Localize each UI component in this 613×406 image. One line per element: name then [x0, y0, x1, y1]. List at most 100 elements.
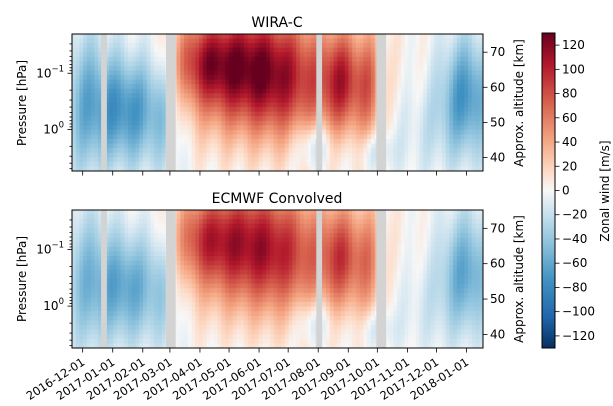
heatmap-cell: [460, 143, 465, 149]
heatmap-cell: [471, 93, 477, 99]
heatmap-cell: [128, 125, 133, 131]
heatmap-cell: [191, 302, 196, 308]
heatmap-cell: [281, 107, 286, 113]
heatmap-cell: [120, 283, 125, 289]
heatmap-cell: [213, 47, 219, 53]
heatmap-cell: [262, 256, 267, 262]
heatmap-cell: [438, 157, 443, 163]
heatmap-cell: [251, 283, 256, 289]
heatmap-cell: [86, 56, 92, 62]
heatmap-cell: [419, 161, 424, 168]
heatmap-cell: [307, 75, 312, 81]
heatmap-cell: [337, 102, 342, 108]
heatmap-cell: [292, 61, 297, 67]
heatmap-cell: [75, 265, 81, 271]
heatmap-cell: [154, 274, 159, 280]
heatmap-cell: [415, 120, 421, 126]
heatmap-cell: [195, 219, 200, 225]
heatmap-cell: [94, 75, 99, 81]
heatmap-cell: [79, 334, 84, 340]
heatmap-cell: [303, 157, 308, 163]
heatmap-cell: [142, 125, 148, 131]
heatmap-cell: [228, 242, 234, 248]
heatmap-cell: [255, 269, 260, 275]
heatmap-cell: [202, 283, 208, 289]
heatmap-cell: [184, 334, 189, 340]
heatmap-cell: [479, 97, 483, 104]
heatmap-cell: [445, 166, 450, 171]
heatmap-cell: [266, 166, 271, 171]
heatmap-cell: [270, 157, 275, 163]
heatmap-cell: [135, 223, 140, 229]
heatmap-cell: [161, 97, 167, 104]
heatmap-cell: [120, 129, 125, 136]
heatmap-cell: [266, 107, 271, 113]
heatmap-cell: [341, 88, 346, 94]
heatmap-cell: [273, 283, 279, 289]
heatmap-cell: [311, 166, 316, 171]
heatmap-cell: [449, 166, 454, 171]
heatmap-cell: [292, 161, 297, 168]
heatmap-cell: [180, 111, 185, 117]
heatmap-cell: [258, 152, 264, 158]
heatmap-cell: [273, 139, 279, 145]
heatmap-cell: [135, 38, 140, 44]
heatmap-cell: [337, 52, 342, 58]
heatmap-cell: [221, 242, 226, 248]
heatmap-cell: [83, 315, 88, 321]
heatmap-cell: [124, 311, 129, 317]
heatmap-cell: [210, 343, 215, 348]
heatmap-cell: [157, 56, 163, 62]
heatmap-cell: [270, 56, 275, 62]
heatmap-cell: [98, 70, 103, 76]
heatmap-cell: [423, 38, 428, 44]
heatmap-cell: [195, 292, 200, 298]
heatmap-cell: [243, 79, 249, 85]
heatmap-cell: [154, 102, 159, 108]
heatmap-cell: [131, 129, 137, 136]
heatmap-cell: [247, 251, 252, 257]
heatmap-cell: [292, 152, 297, 158]
heatmap-cell: [307, 79, 312, 85]
heatmap-cell: [98, 269, 103, 275]
heatmap-cell: [255, 47, 260, 53]
heatmap-cell: [355, 65, 361, 72]
heatmap-cell: [128, 311, 133, 317]
heatmap-cell: [180, 306, 185, 312]
heatmap-cell: [251, 269, 256, 275]
heatmap-cell: [258, 274, 264, 280]
heatmap-cell: [240, 214, 245, 220]
heatmap-cell: [150, 279, 155, 285]
heatmap-cell: [202, 210, 208, 216]
heatmap-cell: [157, 320, 163, 326]
heatmap-cell: [236, 56, 241, 62]
heatmap-cell: [202, 143, 208, 149]
heatmap-cell: [113, 338, 118, 344]
heatmap-cell: [120, 214, 125, 220]
heatmap-cell: [109, 343, 114, 348]
heatmap-cell: [236, 279, 241, 285]
heatmap-cell: [109, 120, 114, 126]
heatmap-cell: [72, 157, 77, 163]
heatmap-cell: [154, 343, 159, 348]
heatmap-cell: [258, 237, 264, 243]
heatmap-cell: [72, 61, 77, 67]
heatmap-cell: [262, 93, 267, 99]
heatmap-cell: [146, 93, 152, 99]
heatmap-cell: [284, 93, 290, 99]
heatmap-cell: [98, 43, 103, 49]
heatmap-cell: [135, 302, 140, 308]
heatmap-cell: [475, 84, 480, 90]
heatmap-cell: [199, 143, 204, 149]
heatmap-cell: [109, 148, 114, 154]
heatmap-cell: [415, 143, 421, 149]
heatmap-cell: [273, 125, 279, 131]
heatmap-cell: [109, 219, 114, 225]
heatmap-cell: [284, 56, 290, 62]
heatmap-cell: [270, 265, 275, 271]
heatmap-cell: [213, 311, 219, 317]
heatmap-cell: [408, 139, 413, 145]
heatmap-cell: [475, 88, 480, 94]
heatmap-cell: [195, 311, 200, 317]
heatmap-cell: [348, 152, 353, 158]
